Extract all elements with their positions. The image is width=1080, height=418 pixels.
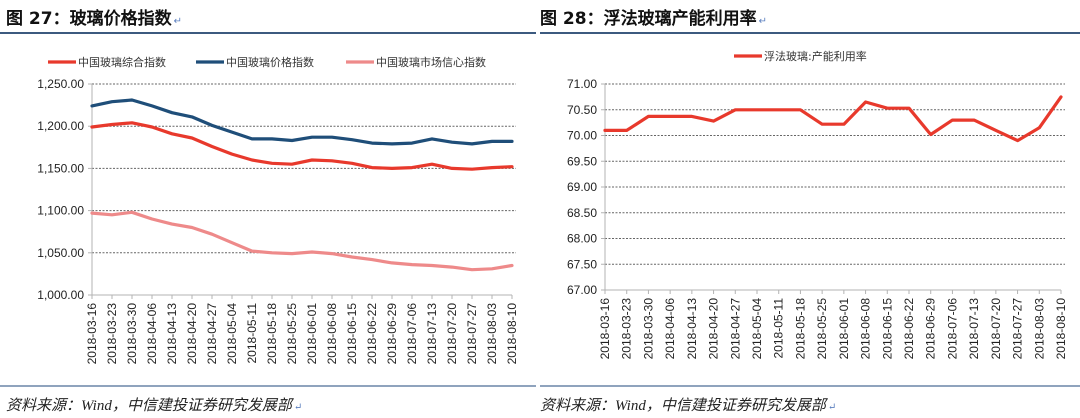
x-tick-label: 2018-06-15 — [345, 303, 359, 365]
x-tick-label: 2018-04-20 — [185, 303, 199, 365]
y-tick-label: 1,150.00 — [37, 161, 84, 175]
y-tick-label: 69.00 — [567, 180, 597, 194]
y-tick-label: 67.00 — [567, 283, 597, 297]
x-tick-label: 2018-04-20 — [707, 298, 721, 360]
title-divider — [0, 32, 536, 34]
x-tick-label: 2018-06-08 — [325, 303, 339, 365]
x-tick-label: 2018-07-20 — [445, 303, 459, 365]
x-tick-label: 2018-03-30 — [641, 298, 655, 360]
paragraph-mark-icon: ↵ — [173, 16, 182, 27]
y-tick-label: 68.00 — [567, 232, 597, 246]
x-tick-label: 2018-08-03 — [485, 303, 499, 365]
x-tick-label: 2018-03-23 — [105, 303, 119, 365]
x-tick-label: 2018-06-22 — [902, 298, 916, 360]
bottom-divider — [0, 385, 536, 387]
x-tick-label: 2018-04-13 — [685, 298, 699, 360]
x-tick-label: 2018-08-10 — [1054, 298, 1068, 360]
y-tick-label: 1,200.00 — [37, 119, 84, 133]
x-tick-label: 2018-07-20 — [989, 298, 1003, 360]
source-note: 资料来源：Wind，中信建投证券研究发展部 ↵ — [540, 398, 837, 414]
x-tick-label: 2018-08-10 — [505, 303, 519, 365]
x-tick-label: 2018-04-06 — [145, 303, 159, 365]
float-glass-utilization-chart: 67.00 67.50 68.00 68.50 69.00 69.50 70.00 70.50… — [567, 49, 1068, 360]
x-tick-label: 2018-07-13 — [967, 298, 981, 360]
glass-price-index-chart: 1,000.00 1,050.00 1,100.00 1,150.00 1,200.00… — [37, 55, 519, 365]
series-line — [603, 95, 1063, 143]
paragraph-mark-icon: ↵ — [293, 402, 303, 413]
x-tick-label: 2018-08-03 — [1032, 298, 1046, 360]
x-tick-label: 2018-06-15 — [880, 298, 894, 360]
x-tick-label: 2018-03-23 — [620, 298, 634, 360]
y-tick-label: 67.50 — [567, 257, 597, 271]
y-tick-label: 1,000.00 — [37, 288, 84, 302]
x-tick-label: 2018-03-16 — [85, 303, 99, 365]
x-tick-label: 2018-07-06 — [405, 303, 419, 365]
x-tick-label: 2018-07-06 — [945, 298, 959, 360]
x-tick-label: 2018-04-13 — [165, 303, 179, 365]
y-tick-label: 1,100.00 — [37, 204, 84, 218]
x-tick-label: 2018-07-27 — [1011, 298, 1025, 360]
paragraph-mark-icon: ↵ — [758, 16, 767, 27]
x-tick-label: 2018-06-01 — [305, 303, 319, 365]
y-tick-label: 68.50 — [567, 206, 597, 220]
figure-28-title: 图 28：浮法玻璃产能利用率 ↵ — [540, 9, 767, 29]
y-tick-label: 70.50 — [567, 103, 597, 117]
x-tick-label: 2018-06-08 — [859, 298, 873, 360]
series-line — [90, 210, 514, 272]
title-divider — [540, 32, 1080, 34]
x-tick-label: 2018-05-25 — [285, 303, 299, 365]
left-panel: 图 27：玻璃价格指数 ↵ 1,000.00 1,050.00 1,100.00 1,1… — [0, 0, 536, 418]
x-tick-label: 2018-03-16 — [598, 298, 612, 360]
x-tick-label: 2018-06-29 — [924, 298, 938, 360]
x-tick-label: 2018-05-04 — [750, 298, 764, 360]
legend-label: 中国玻璃综合指数 — [78, 55, 166, 69]
y-tick-label: 70.00 — [567, 129, 597, 143]
x-tick-label: 2018-06-22 — [365, 303, 379, 365]
legend-label: 浮法玻璃:产能利用率 — [764, 49, 867, 63]
x-tick-label: 2018-03-30 — [125, 303, 139, 365]
y-tick-label: 71.00 — [567, 77, 597, 91]
x-tick-label: 2018-05-18 — [265, 303, 279, 365]
legend-label: 中国玻璃市场信心指数 — [376, 55, 486, 69]
x-tick-label: 2018-05-04 — [225, 303, 239, 365]
bottom-divider — [540, 385, 1080, 387]
x-tick-label: 2018-04-27 — [205, 303, 219, 365]
x-tick-label: 2018-07-13 — [425, 303, 439, 365]
y-tick-label: 1,050.00 — [37, 246, 84, 260]
right-panel: 图 28：浮法玻璃产能利用率 ↵ 67.00 67.50 68.00 68.50 69.0… — [540, 0, 1080, 418]
x-tick-label: 2018-05-11 — [245, 303, 259, 364]
series-line — [90, 98, 514, 146]
x-tick-label: 2018-06-29 — [385, 303, 399, 365]
x-tick-label: 2018-04-27 — [728, 298, 742, 360]
x-tick-label: 2018-07-27 — [465, 303, 479, 365]
legend-label: 中国玻璃价格指数 — [226, 55, 314, 69]
x-tick-label: 2018-06-01 — [837, 298, 851, 360]
y-tick-label: 69.50 — [567, 154, 597, 168]
series-line — [90, 121, 514, 171]
figure-27-title: 图 27：玻璃价格指数 ↵ — [6, 9, 182, 29]
x-tick-label: 2018-05-25 — [815, 298, 829, 360]
x-tick-label: 2018-04-06 — [663, 298, 677, 360]
y-tick-label: 1,250.00 — [37, 77, 84, 91]
paragraph-mark-icon: ↵ — [827, 402, 837, 413]
x-tick-label: 2018-05-11 — [772, 298, 786, 359]
source-note: 资料来源：Wind，中信建投证券研究发展部 ↵ — [6, 398, 303, 414]
x-tick-label: 2018-05-18 — [793, 298, 807, 360]
